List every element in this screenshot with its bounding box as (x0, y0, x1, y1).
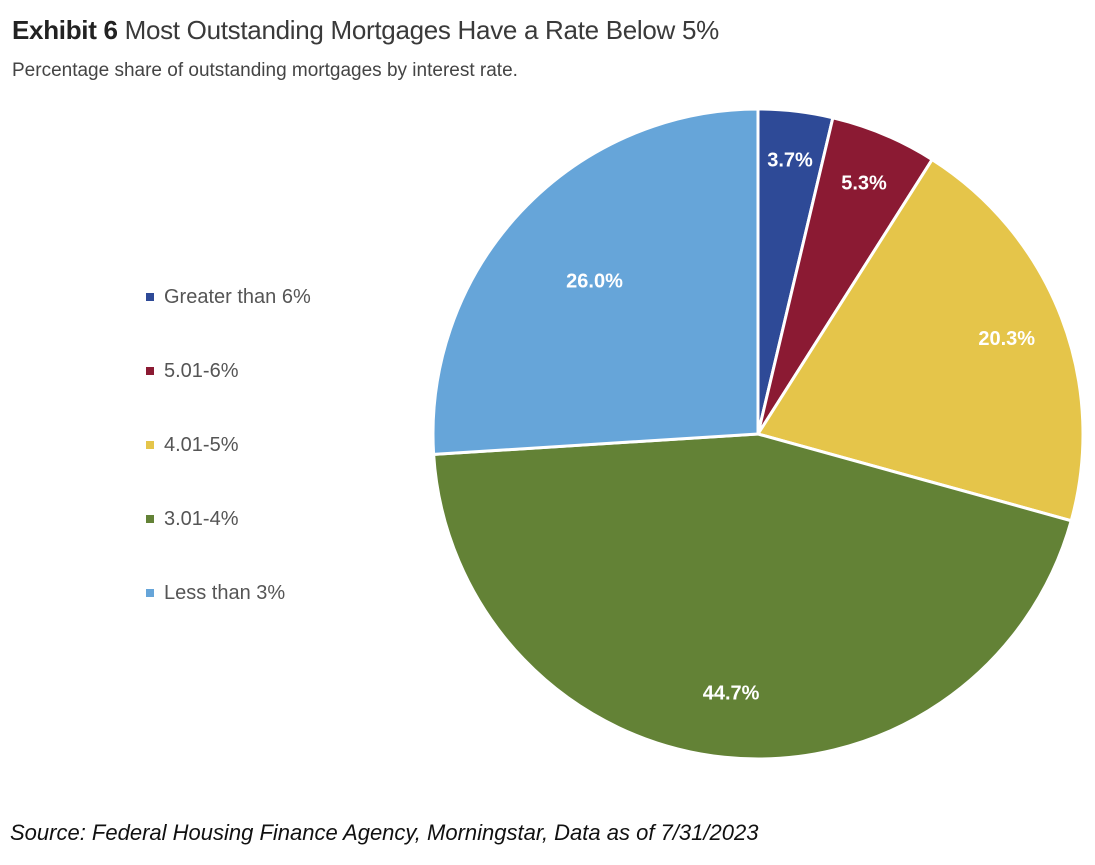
legend-item-5-01-6: 5.01-6% (146, 357, 239, 385)
data-label-lt-3: 26.0% (566, 270, 623, 292)
data-label-5-01-6: 5.3% (841, 172, 887, 194)
legend-label: Less than 3% (164, 581, 286, 604)
legend-item-3-01-4: 3.01-4% (146, 505, 239, 533)
exhibit-number: Exhibit 6 (12, 15, 118, 45)
data-label-4-01-5: 20.3% (978, 328, 1035, 350)
legend-swatch (146, 367, 154, 375)
legend-item-lt-3: Less than 3% (146, 579, 285, 607)
legend-label: 4.01-5% (164, 433, 239, 456)
data-label-gt-6: 3.7% (767, 150, 813, 172)
chart-subtitle: Percentage share of outstanding mortgage… (12, 60, 518, 81)
pie-slice-3-01-4 (432, 432, 1074, 761)
chart-title-text: Most Outstanding Mortgages Have a Rate B… (124, 15, 720, 45)
pie-chart: 3.7% 5.3% 20.3% 44.7% 26.0% (431, 107, 1085, 761)
pie-slice-4-01-5 (755, 157, 1085, 523)
legend-swatch (146, 515, 154, 523)
pie-slice-lt-3 (431, 107, 760, 456)
legend-swatch (146, 441, 154, 449)
legend-item-4-01-5: 4.01-5% (146, 431, 239, 459)
legend-label: 5.01-6% (164, 359, 239, 382)
chart-title: Exhibit 6 Most Outstanding Mortgages Hav… (12, 14, 719, 46)
source-note: Source: Federal Housing Finance Agency, … (10, 820, 759, 845)
legend-swatch (146, 589, 154, 597)
legend-label: Greater than 6% (164, 285, 311, 308)
legend-label: 3.01-4% (164, 507, 239, 530)
legend-item-gt-6: Greater than 6% (146, 283, 311, 311)
data-label-3-01-4: 44.7% (703, 683, 760, 705)
legend-swatch (146, 293, 154, 301)
